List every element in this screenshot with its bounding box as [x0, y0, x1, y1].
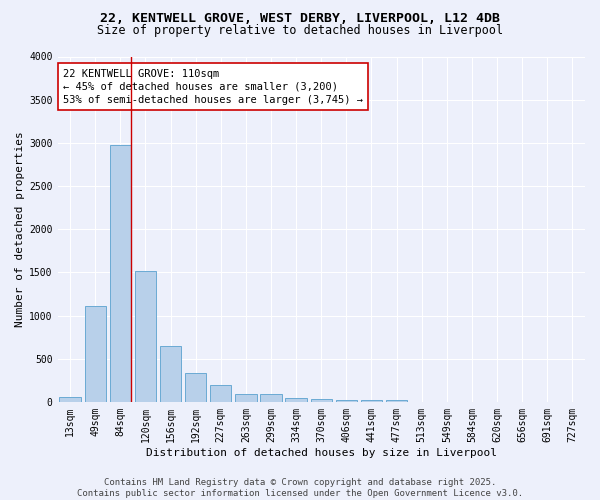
- Text: 22, KENTWELL GROVE, WEST DERBY, LIVERPOOL, L12 4DB: 22, KENTWELL GROVE, WEST DERBY, LIVERPOO…: [100, 12, 500, 26]
- X-axis label: Distribution of detached houses by size in Liverpool: Distribution of detached houses by size …: [146, 448, 497, 458]
- Text: Contains HM Land Registry data © Crown copyright and database right 2025.
Contai: Contains HM Land Registry data © Crown c…: [77, 478, 523, 498]
- Bar: [286, 398, 307, 402]
- Bar: [260, 394, 282, 402]
- Text: 22 KENTWELL GROVE: 110sqm
← 45% of detached houses are smaller (3,200)
53% of se: 22 KENTWELL GROVE: 110sqm ← 45% of detac…: [63, 68, 363, 105]
- Bar: [235, 394, 257, 402]
- Bar: [110, 146, 131, 402]
- Bar: [210, 385, 232, 402]
- Text: Size of property relative to detached houses in Liverpool: Size of property relative to detached ho…: [97, 24, 503, 37]
- Bar: [386, 400, 407, 402]
- Bar: [336, 400, 357, 402]
- Bar: [311, 399, 332, 402]
- Bar: [59, 396, 81, 402]
- Bar: [361, 400, 382, 402]
- Bar: [85, 306, 106, 402]
- Bar: [160, 346, 181, 402]
- Bar: [185, 373, 206, 402]
- Y-axis label: Number of detached properties: Number of detached properties: [15, 132, 25, 327]
- Bar: [135, 270, 156, 402]
